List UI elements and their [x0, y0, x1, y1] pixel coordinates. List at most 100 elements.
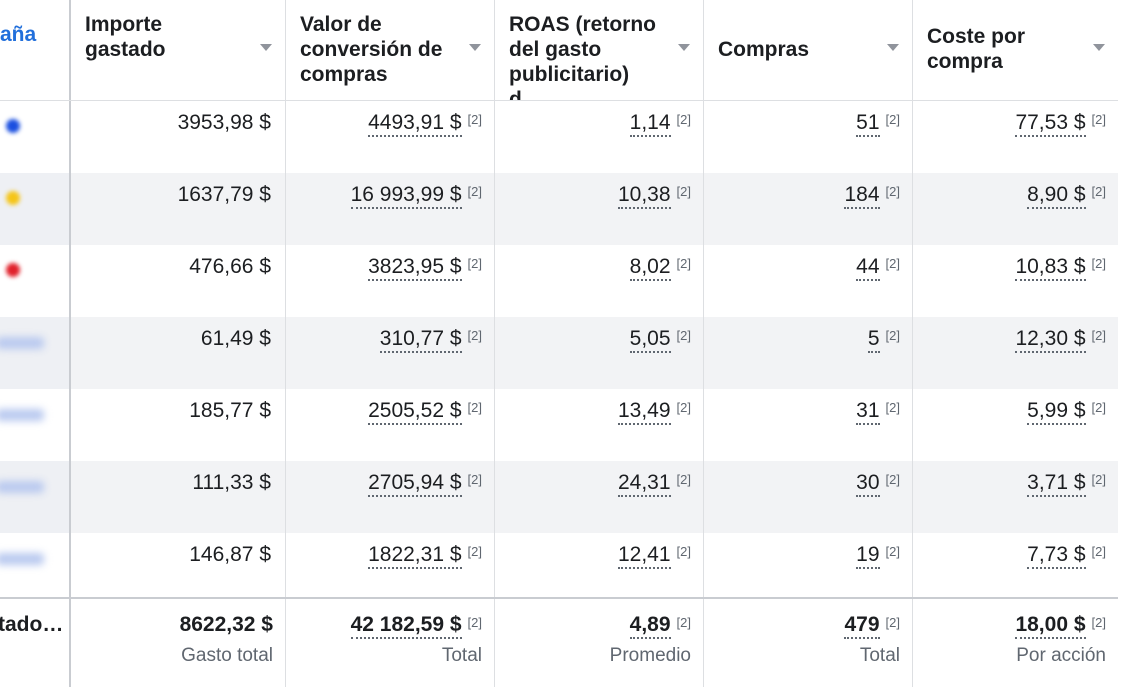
ref-mark[interactable]: [2] [676, 184, 691, 199]
sort-chevron-icon[interactable] [1093, 44, 1105, 51]
conversion-value-cell-value[interactable]: 1822,31 $ [368, 543, 462, 569]
ref-mark[interactable]: [2] [885, 112, 900, 127]
purchases-cell-value[interactable]: 19 [856, 543, 880, 569]
ref-mark[interactable]: [2] [1091, 328, 1106, 343]
header-cost-per-purchase[interactable]: Coste por compra [913, 0, 1118, 100]
totals-roas: 4,89 [2] Promedio [495, 599, 704, 687]
purchases-cell-value[interactable]: 44 [856, 255, 880, 281]
purchases-cell-value[interactable]: 184 [844, 183, 880, 209]
roas-cell: 10,38 [2] [495, 173, 704, 245]
ref-mark[interactable]: [2] [1091, 400, 1106, 415]
ref-mark[interactable]: [2] [676, 256, 691, 271]
ref-mark[interactable]: [2] [885, 400, 900, 415]
cost-per-purchase-cell: 12,30 $ [2] [913, 317, 1118, 389]
ref-mark[interactable]: [2] [885, 615, 900, 630]
conversion-value-cell-value[interactable]: 4493,91 $ [368, 111, 462, 137]
purchases-cell-value[interactable]: 30 [856, 471, 880, 497]
table-row[interactable]: 111,33 $ 2705,94 $ [2] 24,31 [2] 30 [2] 3,71 $ [… [0, 461, 1118, 533]
campaign-cell[interactable] [0, 173, 71, 245]
header-spent[interactable]: Importe gastado [71, 0, 286, 100]
purchases-cell-value[interactable]: 5 [867, 327, 880, 353]
roas-cell-value[interactable]: 10,38 [617, 183, 671, 209]
campaign-cell[interactable] [0, 245, 71, 317]
ref-mark[interactable]: [2] [885, 328, 900, 343]
campaign-cell[interactable] [0, 101, 71, 173]
cost-per-purchase-cell-value[interactable]: 7,73 $ [1027, 543, 1086, 569]
table-row[interactable]: 476,66 $ 3823,95 $ [2] 8,02 [2] 44 [2] 10,83 $ [… [0, 245, 1118, 317]
table-row[interactable]: 3953,98 $4493,91 $ [2] 1,14 [2] 51 [2] 77,53 $… [0, 101, 1118, 173]
ref-mark[interactable]: [2] [467, 400, 482, 415]
ref-mark[interactable]: [2] [885, 544, 900, 559]
table-row[interactable]: 185,77 $ 2505,52 $ [2] 13,49 [2] 31 [2] 5,99 $ [… [0, 389, 1118, 461]
cost-per-purchase-cell-value[interactable]: 3,71 $ [1027, 471, 1086, 497]
table-row[interactable]: 146,87 $ 1822,31 $ [2] 12,41 [2] 19 [2] 7,73 $ [… [0, 533, 1118, 597]
ref-mark[interactable]: [2] [467, 184, 482, 199]
cost-per-purchase-cell-value[interactable]: 8,90 $ [1027, 183, 1086, 209]
ref-mark[interactable]: [2] [467, 544, 482, 559]
purchases-cell-value[interactable]: 31 [856, 399, 880, 425]
ref-mark[interactable]: [2] [467, 615, 482, 630]
sort-chevron-icon[interactable] [469, 44, 481, 51]
ref-mark[interactable]: [2] [467, 328, 482, 343]
cost-per-purchase-cell-value[interactable]: 5,99 $ [1027, 399, 1086, 425]
campaign-cell[interactable] [0, 533, 71, 597]
roas-cell-value[interactable]: 1,14 [629, 111, 671, 137]
campaign-cell[interactable] [0, 461, 71, 533]
ref-mark[interactable]: [2] [885, 256, 900, 271]
conversion-value-cell-value[interactable]: 310,77 $ [379, 327, 462, 353]
header-campaign-label[interactable]: aña [0, 23, 37, 46]
ref-mark[interactable]: [2] [676, 472, 691, 487]
ref-mark[interactable]: [2] [1091, 184, 1106, 199]
sort-chevron-icon[interactable] [260, 44, 272, 51]
roas-cell-value[interactable]: 24,31 [617, 471, 671, 497]
totals-purchases-caption: Total [859, 645, 900, 666]
roas-cell-value[interactable]: 8,02 [629, 255, 671, 281]
ref-mark[interactable]: [2] [676, 112, 691, 127]
conversion-value-cell-value[interactable]: 2705,94 $ [368, 471, 462, 497]
campaign-cell[interactable] [0, 317, 71, 389]
spent-cell-value: 111,33 $ [192, 471, 271, 494]
roas-cell-value[interactable]: 13,49 [617, 399, 671, 425]
ref-mark[interactable]: [2] [467, 112, 482, 127]
header-conversion-value[interactable]: Valor de conversión de compras [286, 0, 495, 100]
campaign-name-blurred [0, 553, 44, 565]
ref-mark[interactable]: [2] [1091, 544, 1106, 559]
totals-conversion-value-amount[interactable]: 42 182,59 $ [350, 613, 462, 639]
ref-mark[interactable]: [2] [467, 256, 482, 271]
spent-cell-value: 1637,79 $ [177, 183, 271, 206]
table-row[interactable]: 1637,79 $ 16 993,99 $ [2] 10,38 [2] 184 [2] 8,9… [0, 173, 1118, 245]
spent-cell-value: 146,87 $ [189, 543, 271, 566]
conversion-value-cell-value[interactable]: 3823,95 $ [368, 255, 462, 281]
header-roas[interactable]: ROAS (retorno del gasto publicitario) d… [495, 0, 704, 100]
ref-mark[interactable]: [2] [1091, 112, 1106, 127]
roas-cell-value[interactable]: 12,41 [617, 543, 671, 569]
purchases-cell-value[interactable]: 51 [856, 111, 880, 137]
header-label: Importe gastado [85, 13, 166, 61]
ref-mark[interactable]: [2] [676, 544, 691, 559]
sort-chevron-icon[interactable] [887, 44, 899, 51]
cost-per-purchase-cell-value[interactable]: 12,30 $ [1015, 327, 1086, 353]
ref-mark[interactable]: [2] [676, 328, 691, 343]
ref-mark[interactable]: [2] [1091, 256, 1106, 271]
totals-purchases-value[interactable]: 479 [844, 613, 880, 639]
cost-per-purchase-cell-value[interactable]: 77,53 $ [1015, 111, 1086, 137]
totals-roas-value[interactable]: 4,89 [629, 613, 671, 639]
ref-mark[interactable]: [2] [1091, 472, 1106, 487]
ref-mark[interactable]: [2] [885, 184, 900, 199]
ref-mark[interactable]: [2] [467, 472, 482, 487]
conversion-value-cell-value[interactable]: 16 993,99 $ [350, 183, 462, 209]
conversion-value-cell: 2705,94 $ [2] [286, 461, 495, 533]
ref-mark[interactable]: [2] [1091, 615, 1106, 630]
header-campaign[interactable]: aña [0, 0, 71, 100]
conversion-value-cell-value[interactable]: 2505,52 $ [368, 399, 462, 425]
totals-cost-value[interactable]: 18,00 $ [1015, 613, 1086, 639]
campaign-cell[interactable] [0, 389, 71, 461]
roas-cell-value[interactable]: 5,05 [629, 327, 671, 353]
header-purchases[interactable]: Compras [704, 0, 913, 100]
ref-mark[interactable]: [2] [885, 472, 900, 487]
table-row[interactable]: 61,49 $ 310,77 $ [2] 5,05 [2] 5 [2] 12,30 $ [2] [0, 317, 1118, 389]
sort-chevron-icon[interactable] [678, 44, 690, 51]
cost-per-purchase-cell-value[interactable]: 10,83 $ [1015, 255, 1086, 281]
ref-mark[interactable]: [2] [676, 615, 691, 630]
ref-mark[interactable]: [2] [676, 400, 691, 415]
